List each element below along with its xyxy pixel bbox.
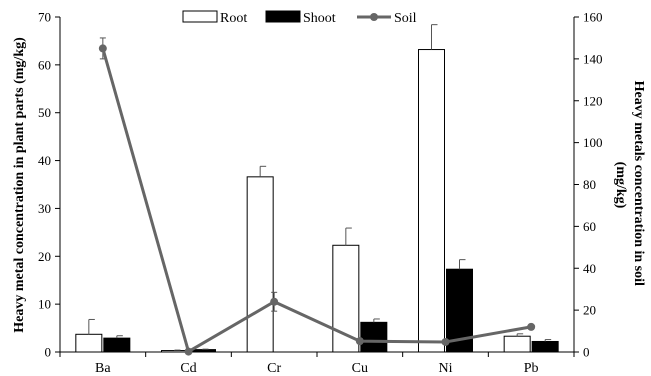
soil-series-line	[101, 47, 532, 354]
x-tick-label: Ni	[439, 361, 453, 376]
soil-point	[441, 337, 450, 346]
soil-point	[184, 347, 193, 356]
y-axis-title-right: Heavy metals concentration in soil (mg/k…	[613, 81, 646, 290]
y-tick-label-right: 20	[583, 303, 596, 318]
y-tick-label-left: 70	[38, 10, 51, 25]
x-tick-label: Cd	[180, 361, 196, 376]
x-tick-label: Cu	[352, 361, 368, 376]
y-tick-label-right: 100	[583, 135, 603, 150]
y-tick-label-left: 30	[38, 201, 51, 216]
legend-label-soil: Soil	[394, 11, 417, 26]
y-tick-label-left: 40	[38, 153, 51, 168]
legend-label-shoot: Shoot	[303, 11, 336, 26]
axes	[55, 16, 579, 357]
soil-line	[98, 44, 536, 356]
soil-point	[270, 297, 279, 306]
legend-swatch-shoot	[265, 10, 301, 23]
y-tick-label-right: 60	[583, 219, 596, 234]
y-tick-label-right: 0	[583, 345, 590, 360]
y-tick-label-left: 20	[38, 249, 51, 264]
x-tick-label: Pb	[524, 361, 539, 376]
bar-root	[161, 350, 188, 353]
error-bars	[88, 24, 552, 351]
bars	[75, 49, 559, 353]
y-tick-label-left: 0	[45, 345, 52, 360]
y-tick-label-right: 80	[583, 177, 596, 192]
soil-point	[98, 44, 107, 53]
y-tick-label-right: 120	[583, 93, 603, 108]
bar-root	[246, 176, 274, 353]
y-tick-label-right: 160	[583, 10, 603, 25]
y-axis-title-left: Heavy metal concentration in plant parts…	[12, 37, 27, 333]
category-labels: Ba Cd Cr Cu Ni Pb	[95, 361, 539, 376]
bar-shoot	[360, 321, 388, 353]
soil-point	[527, 322, 536, 331]
bar-root	[503, 335, 531, 353]
legend: Root Shoot Soil	[182, 10, 417, 26]
legend-swatch-root	[182, 10, 218, 23]
bar-shoot	[531, 340, 559, 353]
y-tick-label-left: 10	[38, 297, 51, 312]
bar-root	[418, 49, 445, 353]
legend-label-root: Root	[220, 11, 247, 26]
y-tick-label-right: 40	[583, 261, 596, 276]
bar-root	[75, 333, 103, 353]
x-tick-label: Cr	[267, 361, 281, 376]
legend-marker-soil	[370, 13, 378, 21]
tick-labels: 0 10 20 30 40 50 60 70 0 20 40 60 80 100 120 140 160	[38, 10, 603, 360]
y-tick-label-left: 60	[38, 57, 51, 72]
bar-shoot	[103, 337, 131, 353]
y-tick-label-left: 50	[38, 105, 51, 120]
y-tick-label-right: 140	[583, 51, 603, 66]
x-tick-label: Ba	[95, 361, 111, 376]
soil-point	[355, 337, 364, 346]
